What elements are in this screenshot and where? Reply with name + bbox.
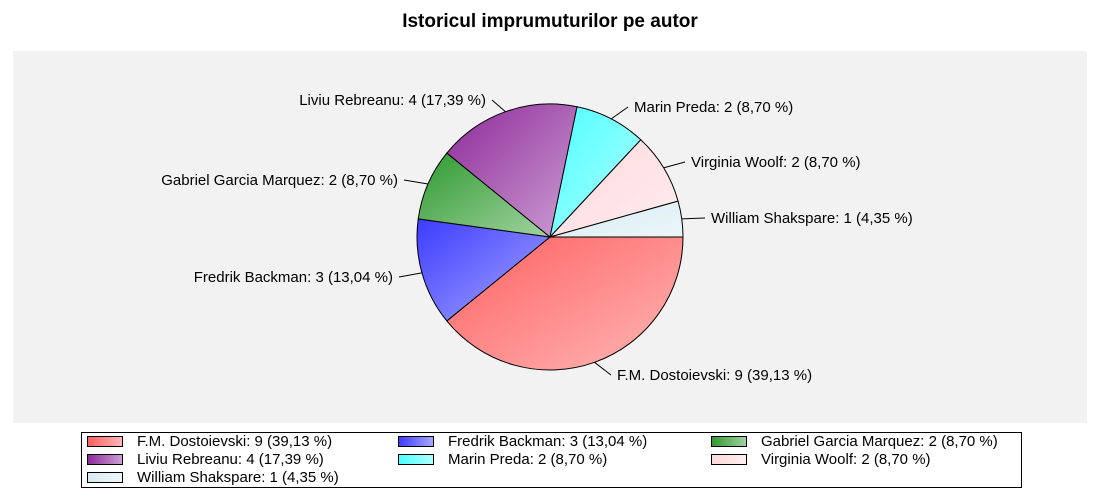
leader-line-2 [403,179,429,185]
leader-line-3 [491,99,506,113]
pie-slice-6 [549,200,684,238]
pie-slice-0 [446,236,684,371]
slice-label-2: Gabriel Garcia Marquez: 2 (8,70 %) [161,172,398,189]
legend-swatch [398,436,434,447]
leader-line-0 [594,361,612,376]
slice-label-3: Liviu Rebreanu: 4 (17,39 %) [299,92,486,109]
legend-item: F.M. Dostoievski: 9 (39,13 %) [87,433,333,450]
slice-label-4: Marin Preda: 2 (8,70 %) [634,99,793,116]
legend-label: William Shakspare: 1 (4,35 %) [137,469,339,486]
leader-line-5 [663,161,686,169]
legend-swatch [711,454,747,465]
legend-swatch [711,436,747,447]
slice-label-1: Fredrik Backman: 3 (13,04 %) [194,269,393,286]
chart-title: Istoricul imprumuturilor pe autor [402,11,698,32]
legend-swatch [398,454,434,465]
legend-item: Fredrik Backman: 3 (13,04 %) [398,433,648,450]
legend-swatch [87,436,123,447]
legend-label: Fredrik Backman: 3 (13,04 %) [448,433,648,450]
legend-item: Liviu Rebreanu: 4 (17,39 %) [87,451,324,468]
leader-line-4 [610,106,629,120]
legend-label: Gabriel Garcia Marquez: 2 (8,70 %) [761,433,998,450]
legend-label: F.M. Dostoievski: 9 (39,13 %) [137,433,333,450]
legend-label: Marin Preda: 2 (8,70 %) [448,451,608,468]
slice-label-6: William Shakspare: 1 (4,35 %) [711,210,913,227]
slice-label-5: Virginia Woolf: 2 (8,70 %) [691,154,861,171]
leader-line-6 [681,217,706,220]
legend-label: Virginia Woolf: 2 (8,70 %) [761,451,931,468]
legend-label: Liviu Rebreanu: 4 (17,39 %) [137,451,324,468]
legend-item: William Shakspare: 1 (4,35 %) [87,469,339,486]
legend-swatch [87,472,123,483]
legend: F.M. Dostoievski: 9 (39,13 %) Fredrik Bac… [81,432,1022,488]
leader-line-1 [398,272,422,278]
legend-swatch [87,454,123,465]
slice-label-0: F.M. Dostoievski: 9 (39,13 %) [617,367,812,384]
legend-item: Gabriel Garcia Marquez: 2 (8,70 %) [711,433,998,450]
pie-slice-1 [416,218,552,322]
legend-item: Virginia Woolf: 2 (8,70 %) [711,451,931,468]
legend-item: Marin Preda: 2 (8,70 %) [398,451,608,468]
